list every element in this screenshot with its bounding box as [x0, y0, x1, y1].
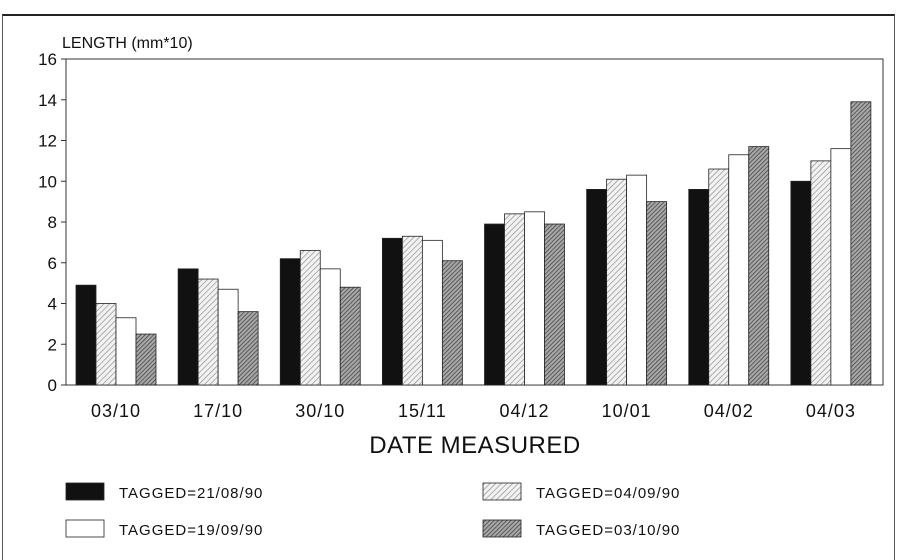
y-tick-label: 10 — [38, 172, 57, 191]
bar-1-03-10 — [75, 284, 97, 386]
bar-2-10-01 — [606, 178, 628, 386]
bar-3-10-01 — [626, 174, 648, 386]
bar-2-04-12 — [504, 213, 525, 386]
bar-2-03-10 — [95, 303, 117, 386]
legend-label: TAGGED=04/09/90 — [536, 485, 680, 502]
bar-2-30-10 — [299, 250, 321, 386]
x-tick-label: 30/10 — [295, 401, 345, 421]
bars — [75, 101, 872, 386]
y-tick-label: 6 — [48, 254, 57, 273]
x-tick-label: 04/12 — [499, 401, 549, 421]
bar-4-04-02 — [748, 146, 770, 386]
y-tick-label: 12 — [38, 132, 57, 151]
bar-1-10-01 — [586, 188, 608, 386]
bar-3-04-12 — [524, 211, 545, 386]
y-axis-label: LENGTH (mm*10) — [62, 35, 193, 52]
bar-3-15-11 — [421, 239, 443, 386]
x-tick-label: 17/10 — [193, 401, 243, 421]
bar-1-04-02 — [688, 188, 710, 386]
legend-swatch — [482, 519, 522, 538]
legend-swatch — [482, 482, 522, 501]
x-tick-label: 03/10 — [91, 401, 141, 421]
x-tick-label: 10/01 — [602, 401, 652, 421]
bar-3-04-02 — [728, 154, 750, 386]
y-axis: 0 2 4 6 8 10 12 14 16 — [38, 50, 66, 395]
bar-4-15-11 — [441, 260, 463, 386]
legend-swatch — [65, 519, 105, 538]
x-axis: 03/10 17/10 30/10 15/11 04/12 10/01 04/02 04/03 — [91, 401, 856, 421]
bar-2-17-10 — [197, 278, 219, 386]
y-tick-label: 2 — [48, 335, 57, 354]
legend-label: TAGGED=03/10/90 — [536, 522, 680, 539]
bar-4-04-03 — [850, 101, 872, 386]
bar-3-03-10 — [115, 317, 137, 386]
bar-1-17-10 — [177, 268, 199, 386]
figure-frame — [2, 14, 895, 560]
x-axis-title: DATE MEASURED — [369, 432, 580, 459]
bar-1-30-10 — [279, 258, 301, 386]
bar-3-04-03 — [830, 148, 852, 386]
y-tick-label: 16 — [38, 50, 57, 69]
x-tick-label: 04/02 — [704, 401, 754, 421]
legend-label: TAGGED=19/09/90 — [119, 522, 263, 539]
bar-2-04-03 — [810, 160, 832, 386]
x-tick-label: 04/03 — [806, 401, 856, 421]
bar-1-04-03 — [790, 180, 812, 386]
bar-4-04-12 — [544, 223, 565, 386]
x-tick-label: 15/11 — [398, 401, 447, 421]
legend-label: TAGGED=21/08/90 — [119, 485, 263, 502]
y-tick-label: 14 — [38, 91, 57, 110]
bar-4-30-10 — [339, 286, 361, 386]
bar-4-10-01 — [646, 201, 668, 386]
y-tick-label: 0 — [48, 376, 57, 395]
bar-1-04-12 — [484, 223, 505, 386]
bar-4-17-10 — [237, 311, 259, 386]
legend: TAGGED=21/08/90 TAGGED=04/09/90 TAGGED=19/… — [65, 482, 680, 539]
y-tick-label: 4 — [48, 295, 57, 314]
bar-3-30-10 — [319, 268, 341, 386]
bar-4-03-10 — [135, 333, 157, 386]
bar-3-17-10 — [217, 288, 239, 386]
bar-2-04-02 — [708, 168, 730, 386]
bar-1-15-11 — [381, 237, 403, 386]
y-tick-label: 8 — [48, 213, 57, 232]
legend-swatch — [65, 482, 105, 501]
bar-2-15-11 — [401, 235, 423, 386]
